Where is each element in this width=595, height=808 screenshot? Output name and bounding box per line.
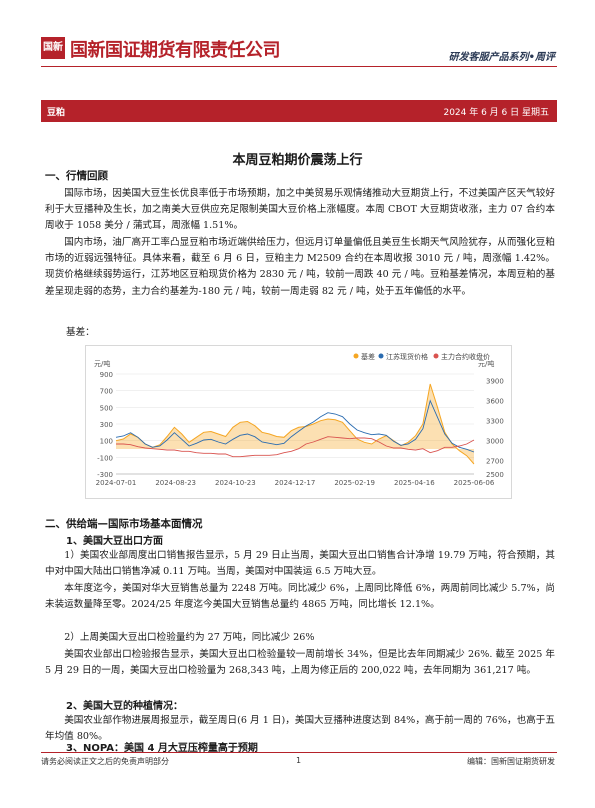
paragraph-inspection-summary: 2）上周美国大豆出口检验量约为 27 万吨，同比减少 26% <box>64 632 315 643</box>
x-tick-label: 2025-02-19 <box>334 479 375 487</box>
page-header: 国新 国新国证期货有限责任公司 研发客服产品系列•周评 <box>0 0 595 98</box>
y-left-tick-label: 300 <box>100 421 113 429</box>
y-left-tick-label: -100 <box>97 454 113 462</box>
paragraph-season-sales: 本年度迄今，美国对华大豆销售总量为 2248 万吨。同比减少 6%，上周同比降低… <box>45 583 555 611</box>
y-right-tick-label: 3300 <box>486 418 504 426</box>
report-title: 本周豆粕期价震荡上行 <box>232 153 363 168</box>
series-line-spot-price <box>115 399 475 453</box>
subheading-planting: 2、美国大豆的种植情况： <box>66 701 183 712</box>
paragraph-international: 国际市场，因美国大豆生长优良率低于市场预期，加之中美贸易乐观情绪推动大豆期货上行… <box>45 188 555 232</box>
y-right-tick-label: 2500 <box>486 471 504 479</box>
subheading-nopa: 3、NOPA：美国 4 月大豆压榨量高于预期 <box>66 743 258 754</box>
x-tick-label: 2024-07-01 <box>96 479 137 487</box>
legend-label: 主力合约收盘价 <box>441 352 490 361</box>
y-right-unit-label: 元/吨 <box>478 359 494 368</box>
company-logo: 国新 <box>41 37 65 59</box>
x-tick-label: 2024-12-17 <box>275 479 316 487</box>
y-right-tick-label: 3900 <box>486 378 504 386</box>
legend-marker <box>353 353 359 359</box>
y-left-unit-label: 元/吨 <box>94 359 110 368</box>
series-area-basis <box>116 384 474 464</box>
legend-label: 江苏现货价格 <box>386 352 428 361</box>
x-tick-label: 2025-04-16 <box>394 479 435 487</box>
y-right-tick-label: 3000 <box>486 438 504 446</box>
legend-label: 基差 <box>361 352 375 361</box>
subheading-export: 1、美国大豆出口方面 <box>66 536 163 547</box>
y-right-tick-label: 2700 <box>486 458 504 466</box>
basis-chart-svg: 900 700 500 300 100 -100 -300 3900 3600 3300 3000 2… <box>94 352 504 487</box>
page-number: 1 <box>296 756 302 765</box>
legend-marker <box>378 353 384 359</box>
section-heading-review: 一、行情回顾 <box>45 170 108 182</box>
report-banner: 豆粕 2024 年 6 月 6 日 星期五 <box>41 100 557 122</box>
basis-chart: 900 700 500 300 100 -100 -300 3900 3600 3300 3000 2… <box>85 345 512 499</box>
y-left-tick-label: 500 <box>100 404 113 412</box>
y-left-tick-label: -300 <box>97 471 113 479</box>
x-tick-label: 2024-08-23 <box>155 479 196 487</box>
series-line-basis <box>115 383 475 465</box>
footer-disclaimer: 请务必阅读正文之后的免责声明部分 <box>41 757 169 766</box>
report-date: 2024 年 6 月 6 日 星期五 <box>443 108 549 118</box>
y-left-tick-label: 100 <box>100 438 113 446</box>
legend-marker <box>433 353 439 359</box>
footer-editor: 编辑：国新国证期货研发 <box>467 757 555 766</box>
company-name: 国新国证期货有限责任公司 <box>70 40 281 61</box>
paragraph-export-sales: 1）美国农业部周度出口销售报告显示，5 月 29 日止当周，美国大豆出口销售合计… <box>45 550 555 578</box>
paragraph-planting: 美国农业部作物进展周报显示，截至周日(6 月 1 日)，美国大豆播种进度达到 8… <box>45 715 555 743</box>
report-series: 研发客服产品系列•周评 <box>448 52 555 63</box>
footer-divider <box>41 752 557 753</box>
y-right-tick-label: 3600 <box>486 398 504 406</box>
x-tick-label: 2025-06-06 <box>454 479 495 487</box>
section-heading-supply: 二、供给端—国际市场基本面情况 <box>45 518 203 530</box>
y-left-tick-label: 900 <box>100 371 113 379</box>
y-left-tick-label: 700 <box>100 388 113 396</box>
paragraph-inspection: 美国农业部出口检验报告显示，美国大豆出口检验量较一周前增长 34%，但是比去年同… <box>45 649 555 677</box>
series-line-futures-close <box>116 436 475 458</box>
paragraph-domestic: 国内市场，油厂高开工率凸显豆粕市场近端供给压力，但远月订单量偏低且美豆生长期天气… <box>45 237 555 297</box>
basis-label: 基差： <box>66 327 95 338</box>
x-tick-label: 2024-10-23 <box>215 479 256 487</box>
header-divider <box>41 66 557 67</box>
product-label: 豆粕 <box>47 108 66 118</box>
